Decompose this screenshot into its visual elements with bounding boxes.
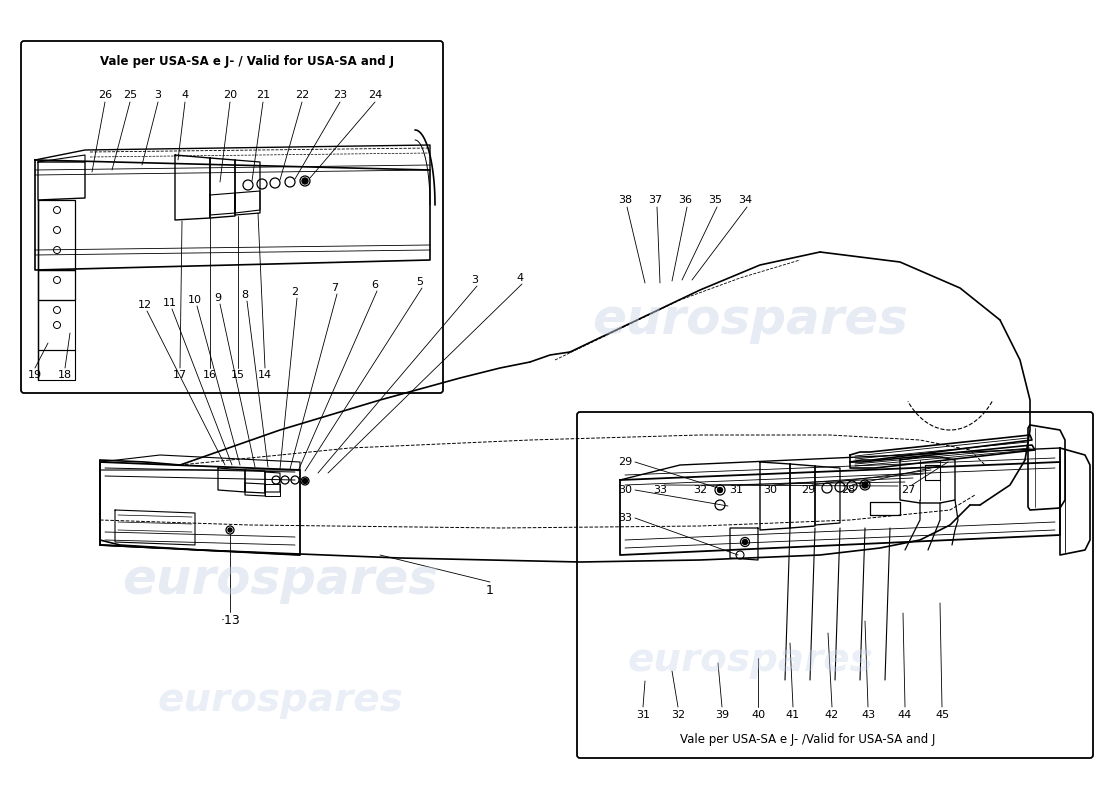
Text: Vale per USA-SA e J- /Valid for USA-SA and J: Vale per USA-SA e J- /Valid for USA-SA a…	[680, 734, 935, 746]
Circle shape	[883, 506, 887, 510]
Text: 38: 38	[618, 195, 632, 205]
Text: 8: 8	[241, 290, 249, 300]
Text: 4: 4	[516, 273, 524, 283]
Text: 33: 33	[618, 513, 632, 523]
Text: 32: 32	[693, 485, 707, 495]
FancyBboxPatch shape	[578, 412, 1093, 758]
Text: 23: 23	[333, 90, 348, 100]
Text: 16: 16	[204, 370, 217, 380]
Circle shape	[906, 466, 910, 470]
Text: 44: 44	[898, 710, 912, 720]
Circle shape	[302, 178, 308, 184]
Text: 14: 14	[257, 370, 272, 380]
Circle shape	[302, 478, 308, 483]
Text: 21: 21	[256, 90, 271, 100]
Text: 18: 18	[58, 370, 73, 380]
Text: 39: 39	[715, 710, 729, 720]
Text: 30: 30	[763, 485, 777, 495]
Text: 12: 12	[138, 300, 152, 310]
Text: 4: 4	[182, 90, 188, 100]
Text: 28: 28	[840, 485, 855, 495]
Text: 15: 15	[231, 370, 245, 380]
Text: 2: 2	[292, 287, 298, 297]
Text: eurospares: eurospares	[122, 556, 438, 604]
Text: Vale per USA-SA e J- / Valid for USA-SA and J: Vale per USA-SA e J- / Valid for USA-SA …	[100, 55, 394, 69]
Text: 41: 41	[785, 710, 800, 720]
Text: 31: 31	[636, 710, 650, 720]
Circle shape	[862, 482, 868, 488]
Text: 45: 45	[935, 710, 949, 720]
Text: 17: 17	[173, 370, 187, 380]
Circle shape	[742, 539, 748, 545]
Text: eurospares: eurospares	[592, 296, 908, 344]
Text: 34: 34	[738, 195, 752, 205]
Text: 5: 5	[417, 277, 424, 287]
Text: 10: 10	[188, 295, 202, 305]
Text: 9: 9	[214, 293, 221, 303]
Text: 35: 35	[708, 195, 722, 205]
Text: 30: 30	[618, 485, 632, 495]
Text: 3: 3	[154, 90, 162, 100]
Text: eurospares: eurospares	[157, 681, 403, 719]
Text: 31: 31	[729, 485, 743, 495]
Text: 19: 19	[28, 370, 42, 380]
Text: 1: 1	[486, 583, 494, 597]
Text: 43: 43	[861, 710, 876, 720]
Text: eurospares: eurospares	[627, 641, 873, 679]
Text: 37: 37	[648, 195, 662, 205]
Circle shape	[228, 528, 232, 532]
Text: 33: 33	[653, 485, 667, 495]
Text: 24: 24	[367, 90, 382, 100]
Text: 29: 29	[801, 485, 815, 495]
Text: 3: 3	[472, 275, 478, 285]
Text: 40: 40	[751, 710, 766, 720]
Text: 11: 11	[163, 298, 177, 308]
Text: 6: 6	[372, 280, 378, 290]
Text: 25: 25	[123, 90, 138, 100]
Text: 42: 42	[825, 710, 839, 720]
Text: 20: 20	[223, 90, 238, 100]
Text: 22: 22	[295, 90, 309, 100]
Text: ·13: ·13	[220, 614, 240, 626]
Text: 36: 36	[678, 195, 692, 205]
Circle shape	[717, 487, 723, 493]
Text: 7: 7	[331, 283, 339, 293]
FancyBboxPatch shape	[21, 41, 443, 393]
Text: 32: 32	[671, 710, 685, 720]
Text: 29: 29	[618, 457, 632, 467]
Text: 26: 26	[98, 90, 112, 100]
Text: 27: 27	[901, 485, 915, 495]
